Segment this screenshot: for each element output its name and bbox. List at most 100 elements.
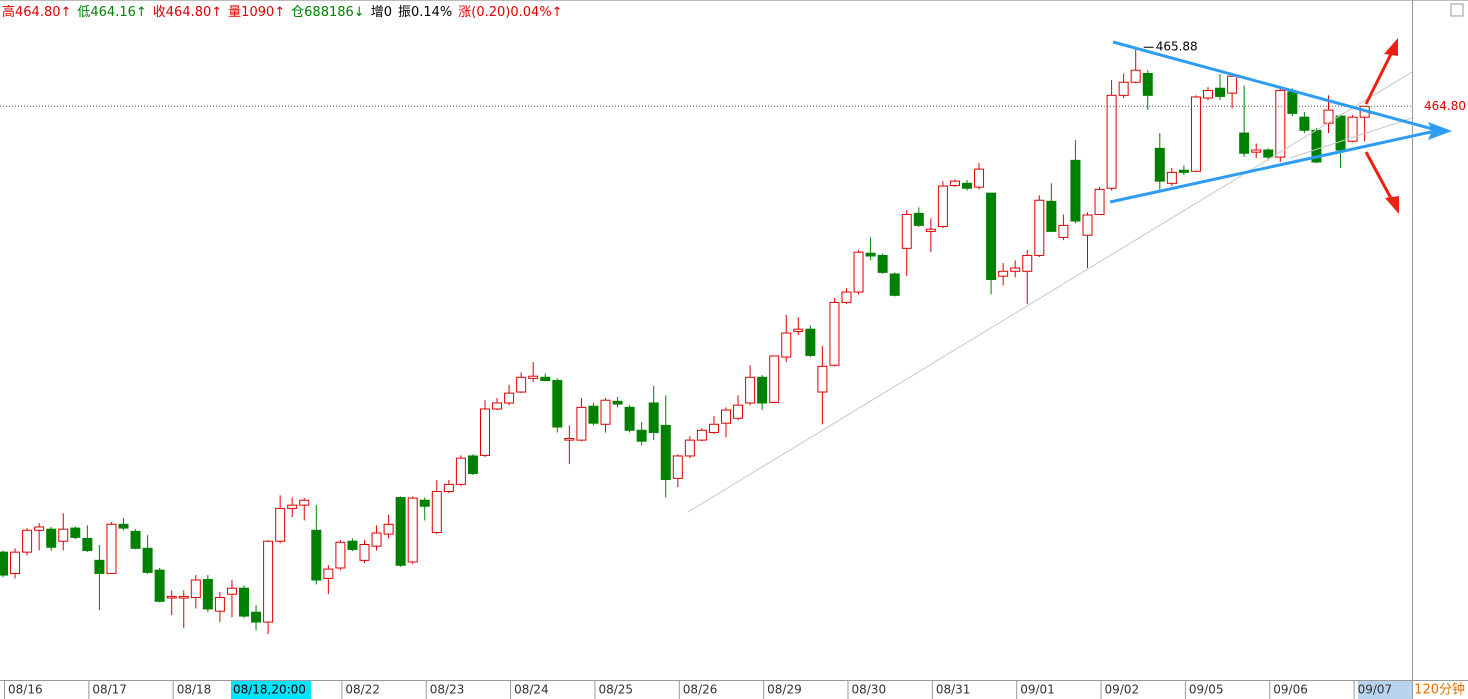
candle-body — [94, 559, 105, 574]
candle-body — [395, 496, 406, 566]
candle-body — [1347, 116, 1358, 142]
header-item: 低464.16↑ — [77, 5, 146, 20]
candle-body — [805, 328, 816, 356]
cursor-time-box — [230, 681, 311, 699]
candle-body — [1299, 116, 1310, 131]
candle-body — [853, 251, 864, 293]
plot-area: 465.88 — [0, 40, 1412, 635]
candle-body — [1263, 149, 1274, 158]
x-tick-label: 08/25 — [598, 683, 633, 697]
candle-body — [1046, 200, 1057, 232]
cursor-time-label: 08/18,20:00 — [233, 683, 306, 697]
candle-body — [1082, 214, 1093, 236]
candle-body — [757, 376, 768, 404]
candle-body — [1034, 199, 1045, 256]
candle-body — [178, 595, 189, 599]
candle-body — [383, 523, 394, 535]
breakout-arrowhead-down — [1385, 196, 1399, 214]
candle-body — [1203, 89, 1213, 99]
x-tick-label: 08/30 — [852, 683, 887, 697]
drawings — [687, 38, 1452, 513]
candle-body — [226, 587, 237, 595]
candle-body — [0, 551, 8, 576]
x-tick-label: 08/16 — [8, 683, 43, 697]
candle-body — [311, 529, 322, 581]
x-tick-label: 08/22 — [345, 683, 380, 697]
candle-body — [612, 400, 623, 405]
period-label: 120分钟 — [1414, 682, 1465, 698]
x-tick-label: 09/02 — [1105, 683, 1140, 697]
candle-body — [660, 424, 671, 480]
candle-body — [721, 409, 731, 424]
candle-body — [154, 569, 165, 602]
candle-body — [949, 180, 960, 186]
candle-body — [1118, 81, 1129, 96]
candle-body — [263, 540, 274, 623]
x-tick-label: 09/05 — [1189, 683, 1224, 697]
candle-body — [552, 380, 563, 428]
candle-body — [1106, 94, 1117, 189]
candle-body — [733, 404, 744, 419]
candle-body — [769, 355, 780, 403]
candle-body — [1178, 169, 1189, 173]
candle-body — [1070, 159, 1081, 222]
breakout-arrow-down — [1364, 151, 1395, 203]
candle-body — [118, 523, 129, 529]
candle-body — [58, 528, 69, 542]
candle-body — [745, 376, 756, 404]
candle-body — [106, 523, 117, 574]
candle-body — [516, 376, 527, 393]
breakout-arrowhead-up — [1384, 38, 1398, 56]
candle-body — [877, 254, 888, 273]
candle-body — [684, 439, 695, 457]
candle-body — [407, 497, 418, 563]
candle-body — [913, 212, 924, 226]
candle-body — [1142, 72, 1153, 96]
x-tick-label: 08/31 — [936, 683, 971, 697]
header-item: 高464.80↑ — [2, 4, 71, 20]
current-date-box — [1358, 681, 1412, 699]
candle-body — [251, 611, 262, 623]
candle-body — [347, 540, 358, 550]
candle-body — [130, 530, 141, 549]
candle-body — [1227, 75, 1238, 94]
candle-body — [82, 537, 93, 551]
candle-body — [817, 365, 828, 393]
x-tick-label: 08/18 — [177, 683, 212, 697]
candle-body — [1190, 96, 1201, 172]
support-trendline — [687, 71, 1413, 513]
candle-body — [974, 168, 985, 188]
candle-body — [1094, 188, 1105, 215]
candle-body — [1058, 224, 1069, 238]
candle-body — [467, 455, 478, 474]
x-tick-label: 09/07 — [1358, 683, 1393, 697]
settings-icon[interactable] — [1450, 3, 1464, 17]
candle-body — [455, 457, 466, 485]
candle-body — [22, 529, 33, 553]
candle-body — [600, 399, 611, 425]
candle-body — [528, 375, 539, 379]
x-tick-label: 08/29 — [767, 683, 802, 697]
candle-body — [1287, 91, 1298, 114]
candle-body — [636, 429, 647, 442]
candle-body — [540, 376, 551, 382]
candle-body — [1239, 132, 1250, 154]
candle-body — [214, 596, 225, 612]
candle-body — [1251, 149, 1262, 153]
candle-body — [504, 392, 515, 404]
candle-body — [1130, 69, 1141, 83]
candle-body — [781, 332, 792, 358]
candle-body — [841, 291, 852, 303]
candle-body — [998, 270, 1009, 277]
candle-body — [986, 192, 997, 280]
candle-body — [1335, 115, 1346, 151]
candle-body — [10, 551, 21, 574]
candle-body — [793, 328, 804, 332]
candle-body — [1022, 254, 1033, 272]
candle-body — [1275, 89, 1286, 158]
candle-body — [34, 526, 45, 531]
candle-body — [239, 587, 249, 617]
x-tick-label: 09/01 — [1020, 683, 1055, 697]
